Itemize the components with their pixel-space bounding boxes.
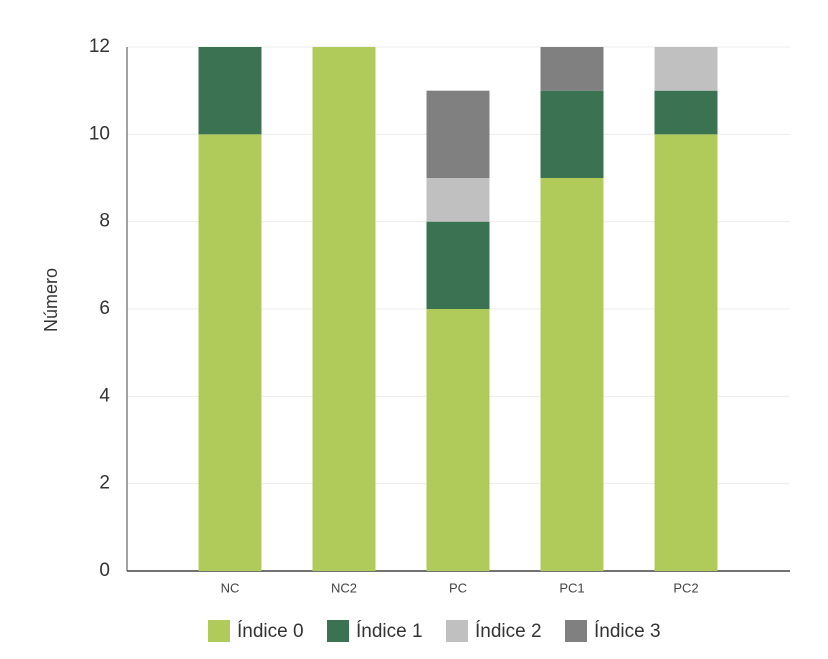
y-tick-label: 10 [89,123,110,144]
y-tick-label: 6 [99,298,110,319]
bar-segment [654,134,718,572]
bar-segment [426,90,490,178]
y-tick-label: 0 [99,560,110,581]
bar-segment [426,309,490,571]
bar-segment [198,47,262,135]
bar-segment [426,221,490,309]
bar-segment [540,90,604,178]
y-tick-label: 2 [99,473,110,494]
x-tick-label: PC1 [559,580,584,595]
bar-segment [540,178,604,571]
legend-swatch [208,620,230,642]
bar-segment [312,47,376,571]
x-tick-label: PC2 [673,580,698,595]
bar-segment [426,178,490,222]
x-tick-label: NC2 [331,580,357,595]
bar-segment [654,90,718,135]
y-tick-label: 8 [99,211,110,232]
y-axis-label: Número [41,268,61,332]
legend-label: Índice 2 [475,621,542,642]
y-tick-label: 4 [99,385,110,406]
legend-swatch [327,620,349,642]
x-tick-label: PC [449,580,467,595]
y-tick-label: 12 [89,36,110,57]
bar-segment [198,134,262,572]
x-tick-label: NC [221,580,240,595]
legend-label: Índice 3 [594,621,661,642]
bar-segment [654,47,718,91]
bar-segment [540,47,604,91]
legend-swatch [565,620,587,642]
legend-swatch [446,620,468,642]
legend-label: Índice 0 [237,621,304,642]
legend-label: Índice 1 [356,621,423,642]
